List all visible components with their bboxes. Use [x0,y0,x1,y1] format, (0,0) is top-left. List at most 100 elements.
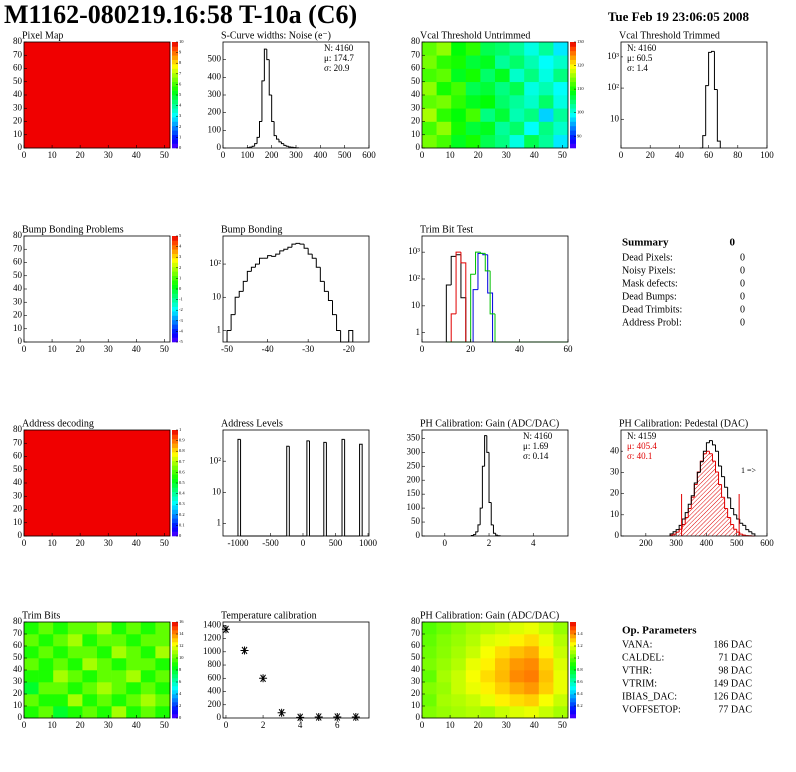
heatmap-cell [553,108,569,122]
histogram-bin [484,253,491,272]
heatmap-cell [111,670,127,683]
x-tick-label: 30 [502,150,512,160]
y-tick-label: 350 [407,432,421,442]
colorbar-step [172,95,178,100]
x-tick-label: 4 [531,538,536,548]
x-tick-label: 10 [48,344,58,354]
colorbar-label: 130 [577,39,585,44]
histogram-bin [307,248,313,255]
y-tick-label: 30 [13,102,23,112]
heatmap-cell [495,706,510,719]
heatmap-cell [451,682,467,695]
y-tick-label: 600 [208,672,222,682]
scatter-point [221,625,230,634]
colorbar-step [172,284,178,290]
heatmap-cell [538,694,554,707]
y-tick-label: 80 [411,36,421,46]
heatmap-cell [422,55,437,69]
colorbar-label: 2 [179,124,181,129]
x-tick-label: 0 [301,538,306,548]
scatter-point [277,708,286,717]
y-tick-label: 50 [411,516,421,526]
y-tick-label: 20 [13,310,23,320]
y-tick-label: 50 [13,464,23,474]
colorbar-step [570,702,576,707]
colorbar-step [172,642,178,647]
op-label: CALDEL: [622,652,664,663]
heatmap-cell [509,121,525,136]
colorbar-step [172,626,178,631]
x-tick-label: 0 [420,150,425,160]
histogram-bin [455,251,461,314]
colorbar-step [570,678,576,683]
heatmap-cell [451,121,467,136]
colorbar-label: 120 [577,63,585,68]
colorbar-step [570,125,576,131]
y-tick-label: 10 [411,129,421,139]
colorbar-label: 12 [179,643,184,648]
histogram-bin [669,533,674,536]
y-tick-label: 10² [607,82,619,92]
heatmap-cell [509,55,525,69]
heatmap-cell [422,646,437,659]
colorbar-label: -5 [179,339,183,344]
histogram-bin [690,495,695,505]
colorbar-step [172,249,178,254]
colorbar-label: 0.8 [577,667,583,672]
summary-count: 0 [740,304,745,315]
y-tick-label: 80 [13,230,23,240]
stats-line: μ: 405.4 [627,441,657,451]
x-tick-label: 30 [104,150,114,160]
histogram-bin [271,255,276,257]
x-tick-label: 20 [474,720,484,730]
x-tick-label: 600 [760,538,774,548]
x-tick-label: 20 [76,344,86,354]
summary-label: Dead Pixels: [622,252,673,263]
histogram-bin [306,440,310,536]
colorbar-label: 3 [179,113,182,118]
heatmap-cell [509,670,525,683]
heatmap-cell [436,68,452,83]
heatmap-cell [155,706,171,719]
histogram-bin [234,296,240,315]
heatmap-cell [480,682,496,695]
x-tick-label: 500 [338,150,352,160]
x-tick-label: 40 [132,538,142,548]
plot-frame [222,429,370,537]
colorbar-step [570,112,576,118]
chart-title: Trim Bits [22,610,60,621]
colorbar-step [172,293,178,299]
histogram-fill [676,532,680,536]
x-tick-label: 30 [104,538,114,548]
heatmap-cell [436,682,452,695]
heatmap-cell [155,670,171,683]
histogram-fill [715,471,719,536]
heatmap-cell [480,622,496,635]
y-tick-label: 20 [411,688,421,698]
colorbar-step [570,706,576,711]
colorbar-label: 10 [179,655,184,660]
y-tick-label: 10 [610,113,620,123]
heatmap-cell [538,706,554,719]
colorbar-step [570,134,576,140]
stats-line: μ: 60.5 [627,53,653,63]
heatmap-cell [465,81,481,96]
y-tick-label: 1 [217,325,222,335]
heatmap-cell [53,670,69,683]
heatmap-cell [82,670,98,683]
colorbar-label: 1 [179,427,181,432]
colorbar-step [172,103,178,109]
heatmap-cell [67,622,83,635]
heatmap-cell [553,706,569,719]
histogram-bin [271,95,275,122]
x-tick-label: 20 [646,150,656,160]
y-tick-label: 400 [208,71,222,81]
colorbar-step [570,55,576,60]
colorbar-step [570,662,576,667]
heatmap-cell [38,694,54,707]
y-tick-label: 70 [13,628,23,638]
heatmap-cell [67,706,83,719]
colorbar-step [570,642,576,647]
summary-count: 0 [740,252,745,263]
histogram-bin [495,533,498,536]
